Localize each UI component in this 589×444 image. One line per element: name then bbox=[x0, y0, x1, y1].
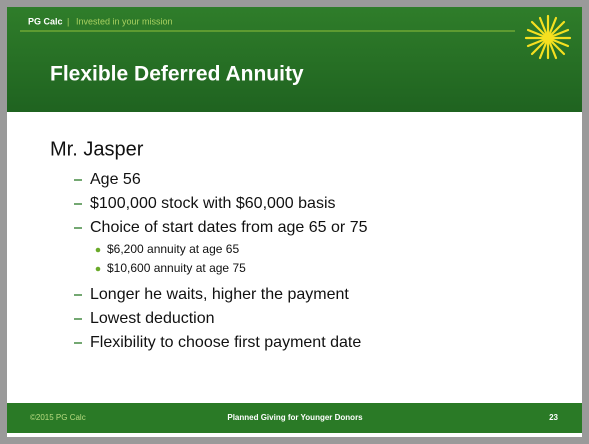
bullet-list: Age 56 $100,000 stock with $60,000 basis C… bbox=[74, 171, 368, 351]
list-item: Choice of start dates from age 65 or 75 bbox=[90, 219, 368, 236]
tagline: Invested in your mission bbox=[76, 16, 173, 26]
sub-item: $6,200 annuity at age 65 bbox=[107, 242, 239, 256]
page-number: 23 bbox=[549, 413, 558, 422]
list-item: Lowest deduction bbox=[90, 310, 215, 327]
list-item: Age 56 bbox=[90, 171, 141, 188]
brand: PG Calc bbox=[28, 16, 63, 26]
star-icon bbox=[524, 14, 572, 60]
footer-band bbox=[7, 403, 582, 433]
sub-bullet bbox=[95, 266, 101, 272]
footer-center: Planned Giving for Younger Donors bbox=[227, 413, 363, 422]
slide-title: Flexible Deferred Annuity bbox=[50, 63, 304, 86]
list-item: Flexibility to choose first payment date bbox=[90, 334, 361, 351]
body-heading: Mr. Jasper bbox=[50, 138, 144, 160]
list-item: $100,000 stock with $60,000 basis bbox=[90, 195, 336, 212]
list-item: Longer he waits, higher the payment bbox=[90, 286, 349, 303]
sub-bullet bbox=[95, 247, 101, 253]
footer-left: ©2015 PG Calc bbox=[30, 413, 86, 422]
separator: | bbox=[67, 16, 69, 26]
sub-item: $10,600 annuity at age 75 bbox=[107, 261, 246, 275]
header-band bbox=[7, 7, 582, 112]
